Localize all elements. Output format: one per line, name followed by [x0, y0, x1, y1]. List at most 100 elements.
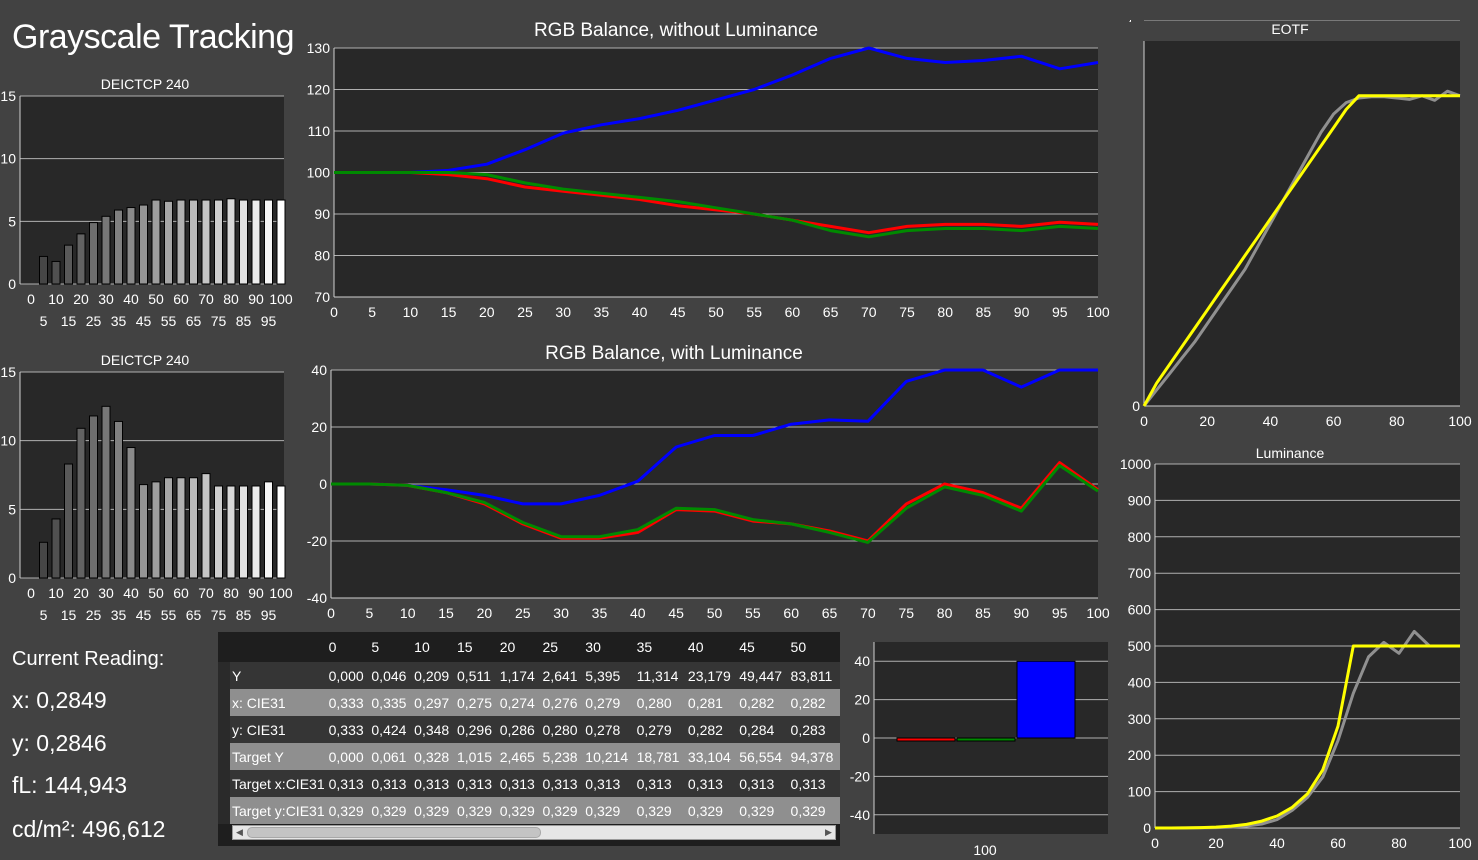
- y-tick-label: 110: [308, 123, 331, 139]
- deictcp-bar: [164, 477, 173, 579]
- x-tick-label: 100: [1448, 413, 1472, 429]
- x-tick-label: 65: [186, 607, 202, 623]
- y-tick-label: 200: [1128, 747, 1152, 763]
- deictcp-bar: [139, 484, 148, 579]
- x-tick-label: 50: [148, 585, 164, 601]
- column-header-cell: [230, 632, 327, 662]
- row-header-cell[interactable]: [218, 770, 230, 797]
- table-row[interactable]: x: CIE31 0,333 0,335 0,297 0,275 0,274 0,276 0,…: [218, 689, 840, 716]
- table-cell: 0,275: [454, 689, 498, 716]
- table-cell: 0,282: [685, 716, 738, 743]
- y-tick-label: 800: [1128, 529, 1152, 545]
- x-tick-label: 75: [211, 607, 227, 623]
- y-tick-label: 0,7: [1121, 20, 1141, 23]
- x-tick-label: 65: [822, 605, 838, 621]
- x-tick-label: 90: [1014, 304, 1030, 320]
- column-header-cell: 50: [788, 632, 840, 662]
- table-cell: 0,279: [634, 716, 686, 743]
- x-tick-label: 10: [400, 605, 416, 621]
- table-cell: 56,554: [737, 743, 789, 770]
- deictcp-bar: [139, 204, 148, 285]
- table-cell: 0,282: [737, 689, 789, 716]
- y-tick-label: 900: [1128, 492, 1152, 508]
- x-tick-label: 85: [236, 313, 252, 329]
- table-cell: 2,641: [540, 662, 584, 689]
- y-tick-label: 15: [0, 88, 16, 104]
- table-cell: 0,333: [326, 716, 370, 743]
- x-tick-label: 5: [368, 304, 376, 320]
- row-header-cell[interactable]: [218, 743, 230, 770]
- table-row[interactable]: Target Y 0,000 0,061 0,328 1,015 2,465 5,238 10…: [218, 743, 840, 770]
- table-cell: 0,313: [634, 770, 686, 797]
- y-tick-label: -20: [850, 768, 870, 784]
- deictcp-bar: [151, 199, 161, 285]
- series-line: [1142, 89, 1461, 407]
- row-label-cell: Y: [230, 662, 327, 689]
- table-row[interactable]: y: CIE31 0,333 0,424 0,348 0,296 0,286 0,280 0,…: [218, 716, 840, 743]
- page-title: Grayscale Tracking: [12, 18, 295, 56]
- table-cell: 0,276: [540, 689, 584, 716]
- table-cell: 0,281: [685, 689, 738, 716]
- table-cell: 0,313: [412, 770, 455, 797]
- table-row[interactable]: Target x:CIE31 0,313 0,313 0,313 0,313 0,313 0…: [218, 770, 840, 797]
- row-header-cell[interactable]: [218, 689, 230, 716]
- y-tick-label: -40: [850, 807, 870, 823]
- deictcp-bar: [239, 199, 248, 285]
- row-label-cell: Target Y: [230, 743, 327, 770]
- table-cell: 0,329: [326, 797, 370, 824]
- row-header-cell[interactable]: [218, 716, 230, 743]
- scroll-left-arrow-icon[interactable]: ◀: [236, 827, 243, 837]
- column-header-cell: 20: [497, 632, 541, 662]
- table-cell: 5,238: [540, 743, 584, 770]
- table-cell: 0,329: [454, 797, 498, 824]
- scroll-right-arrow-icon[interactable]: ▶: [825, 827, 832, 837]
- y-tick-label: 600: [1128, 602, 1152, 618]
- x-tick-label: 40: [630, 605, 646, 621]
- x-tick-label: 40: [1269, 835, 1285, 851]
- table-row[interactable]: Y 0,000 0,046 0,209 0,511 1,174 2,641 5,395 11,3…: [218, 662, 840, 689]
- y-tick-label: 0,2: [1121, 20, 1141, 23]
- y-tick-label: 15: [0, 364, 16, 380]
- row-label-cell: y: CIE31: [230, 716, 327, 743]
- table-cell: 33,104: [685, 743, 738, 770]
- table-cell: 0,329: [634, 797, 686, 824]
- y-tick-label: 0: [319, 476, 327, 492]
- eotf-chart: EOTF 0 0,10,20,30,40,50,60,70,8 0 20 40 60 80 1…: [1121, 20, 1472, 429]
- deictcp-bar: [76, 427, 86, 579]
- table-cell: 0,313: [454, 770, 498, 797]
- x-tick-label: 5: [365, 605, 373, 621]
- series-line: [334, 46, 1099, 174]
- deictcp-bar: [226, 198, 236, 285]
- x-tick-label: 40: [123, 585, 139, 601]
- y-tick-label: 40: [311, 362, 327, 378]
- row-header-cell[interactable]: [218, 797, 230, 824]
- rgb-bar: [896, 737, 956, 742]
- y-tick-label: 90: [314, 206, 330, 222]
- y-tick-label: 0: [8, 276, 16, 292]
- y-tick-label: 120: [307, 82, 331, 98]
- x-tick-label: 70: [861, 304, 877, 320]
- row-header-cell: [218, 632, 230, 662]
- table-row[interactable]: Target y:CIE31 0,329 0,329 0,329 0,329 0,329 0…: [218, 797, 840, 824]
- x-tick-label: 0: [327, 605, 335, 621]
- y-tick-label: 0: [1143, 820, 1151, 836]
- x-tick-label: 75: [211, 313, 227, 329]
- measurement-table: 0 5 10 15 20 25 30 35 40 45 50 Y 0,000 0,046 0,209 0,51…: [218, 632, 840, 846]
- y-tick-label: 20: [311, 419, 327, 435]
- table-cell: 0,329: [412, 797, 455, 824]
- table-horizontal-scrollbar[interactable]: ◀ ▶: [232, 825, 836, 840]
- scroll-thumb[interactable]: [247, 827, 541, 838]
- table-cell: 0,278: [583, 716, 635, 743]
- x-tick-label: 100: [269, 291, 293, 307]
- x-tick-label: 35: [111, 607, 127, 623]
- table-cell: 0,313: [326, 770, 370, 797]
- luminance-chart: Luminance 010020030040050060070080090010…: [1120, 445, 1472, 851]
- deictcp-bar: [214, 485, 223, 579]
- deictcp-bar: [264, 199, 273, 285]
- y-tick-label: 0,1: [1121, 20, 1141, 23]
- y-tick-label: 0,8: [1121, 20, 1141, 23]
- table-cell: 0,329: [685, 797, 738, 824]
- row-header-cell[interactable]: [218, 662, 230, 689]
- y-tick-label: 100: [307, 165, 331, 181]
- x-tick-label: 0: [27, 291, 35, 307]
